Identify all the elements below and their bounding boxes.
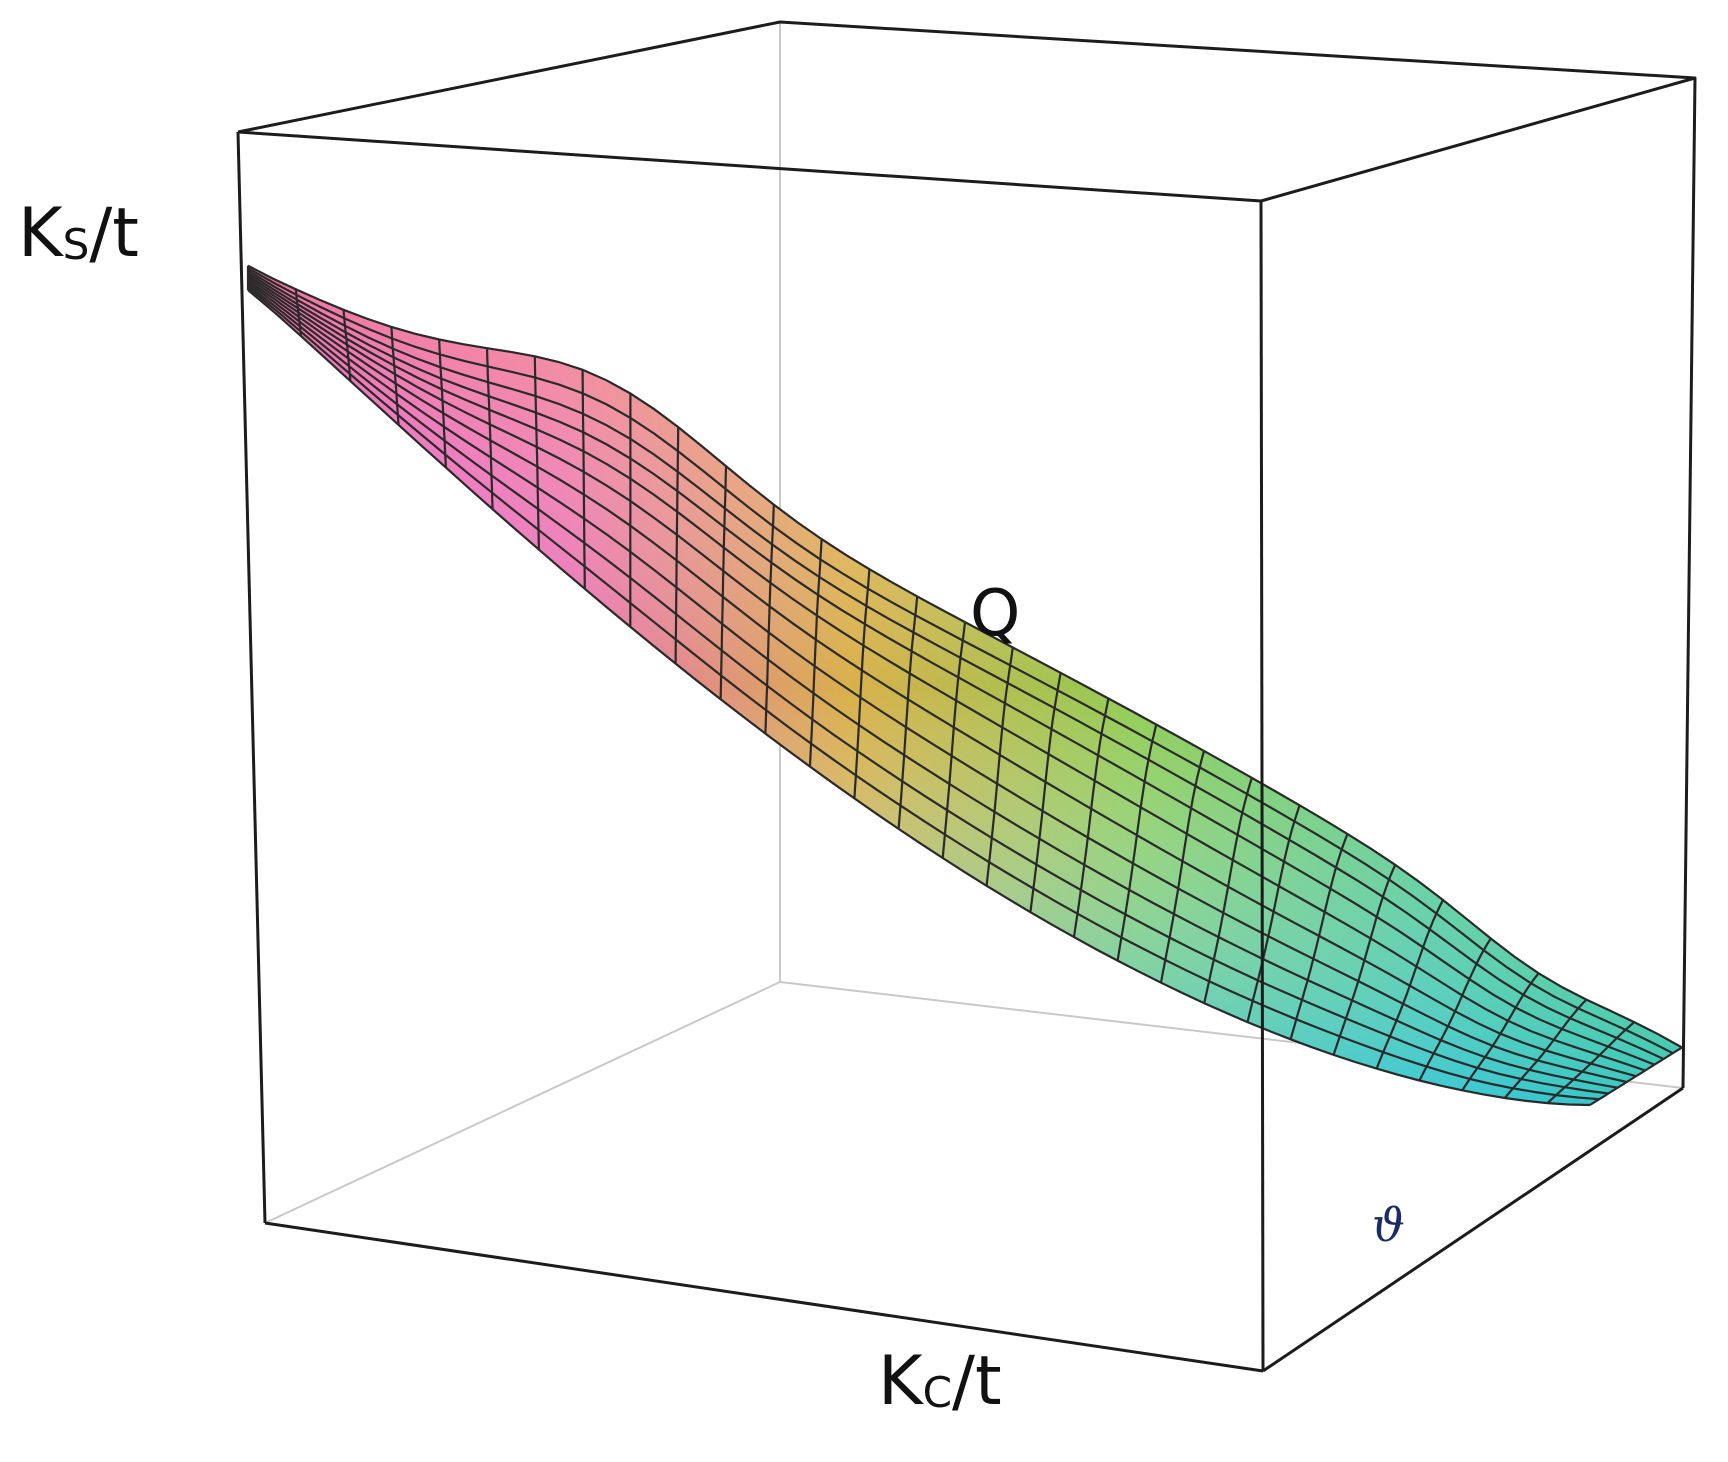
box-edge-bottom-front [264,1221,1264,1373]
theta-axis-label: ϑ [1372,1198,1405,1252]
kc-axis-label: KC/t [878,1348,1002,1416]
mesh-line-u [1504,998,1588,1099]
mesh-line-u [485,348,494,510]
ks-label-main: K [18,194,63,273]
kc-label-tail: /t [952,1342,1002,1421]
mesh-line-u [1116,724,1158,961]
mesh-line-u [941,621,967,859]
ks-label-tail: /t [89,194,139,273]
mesh-line-u [1029,672,1062,913]
box-edge-top [237,20,1697,203]
mesh-line-u [390,326,400,425]
mesh-line-u [342,309,352,382]
q-axis-label: Q [970,577,1021,651]
mesh-line-u [438,339,447,468]
surface-mesh [246,264,1683,1107]
ks-axis-label: KS/t [18,200,139,268]
mesh-line-u [1159,750,1206,983]
mesh-line-u [1589,1046,1683,1106]
mesh-line-u [674,427,680,664]
box-edge-front [1259,200,1265,1372]
box-edge-bottom-right [1262,1086,1684,1373]
mesh-line-u [764,504,775,734]
mesh-line-u [1203,777,1253,1004]
box-edges [236,20,1697,1373]
mesh-line-u [719,466,728,700]
mesh-line-u [1461,972,1540,1091]
mesh-line-u [897,596,919,829]
mesh-line-u [1332,864,1397,1056]
kc-label-sub: C [922,1368,953,1418]
mesh-line-u [808,539,823,767]
mesh-line-u [1418,937,1492,1082]
mesh-line-u [985,647,1014,886]
hidden-edge-bottom-left [264,981,781,1224]
mesh-line-u [1375,899,1444,1070]
mesh-line-u [1546,1021,1635,1104]
box-edge-left [236,131,267,1224]
mesh-line-u [1072,698,1110,938]
ks-label-sub: S [62,220,90,270]
mesh-line-u [533,356,540,550]
kc-label-main: K [878,1342,923,1421]
box-edge-right [1681,77,1697,1089]
surface-shading [248,265,1682,1105]
mesh-line-u [581,369,586,589]
mesh-line-u [1246,804,1301,1023]
mesh-line-u [1289,833,1349,1040]
mesh-line-u [853,569,871,799]
mesh-line-u [294,289,303,337]
